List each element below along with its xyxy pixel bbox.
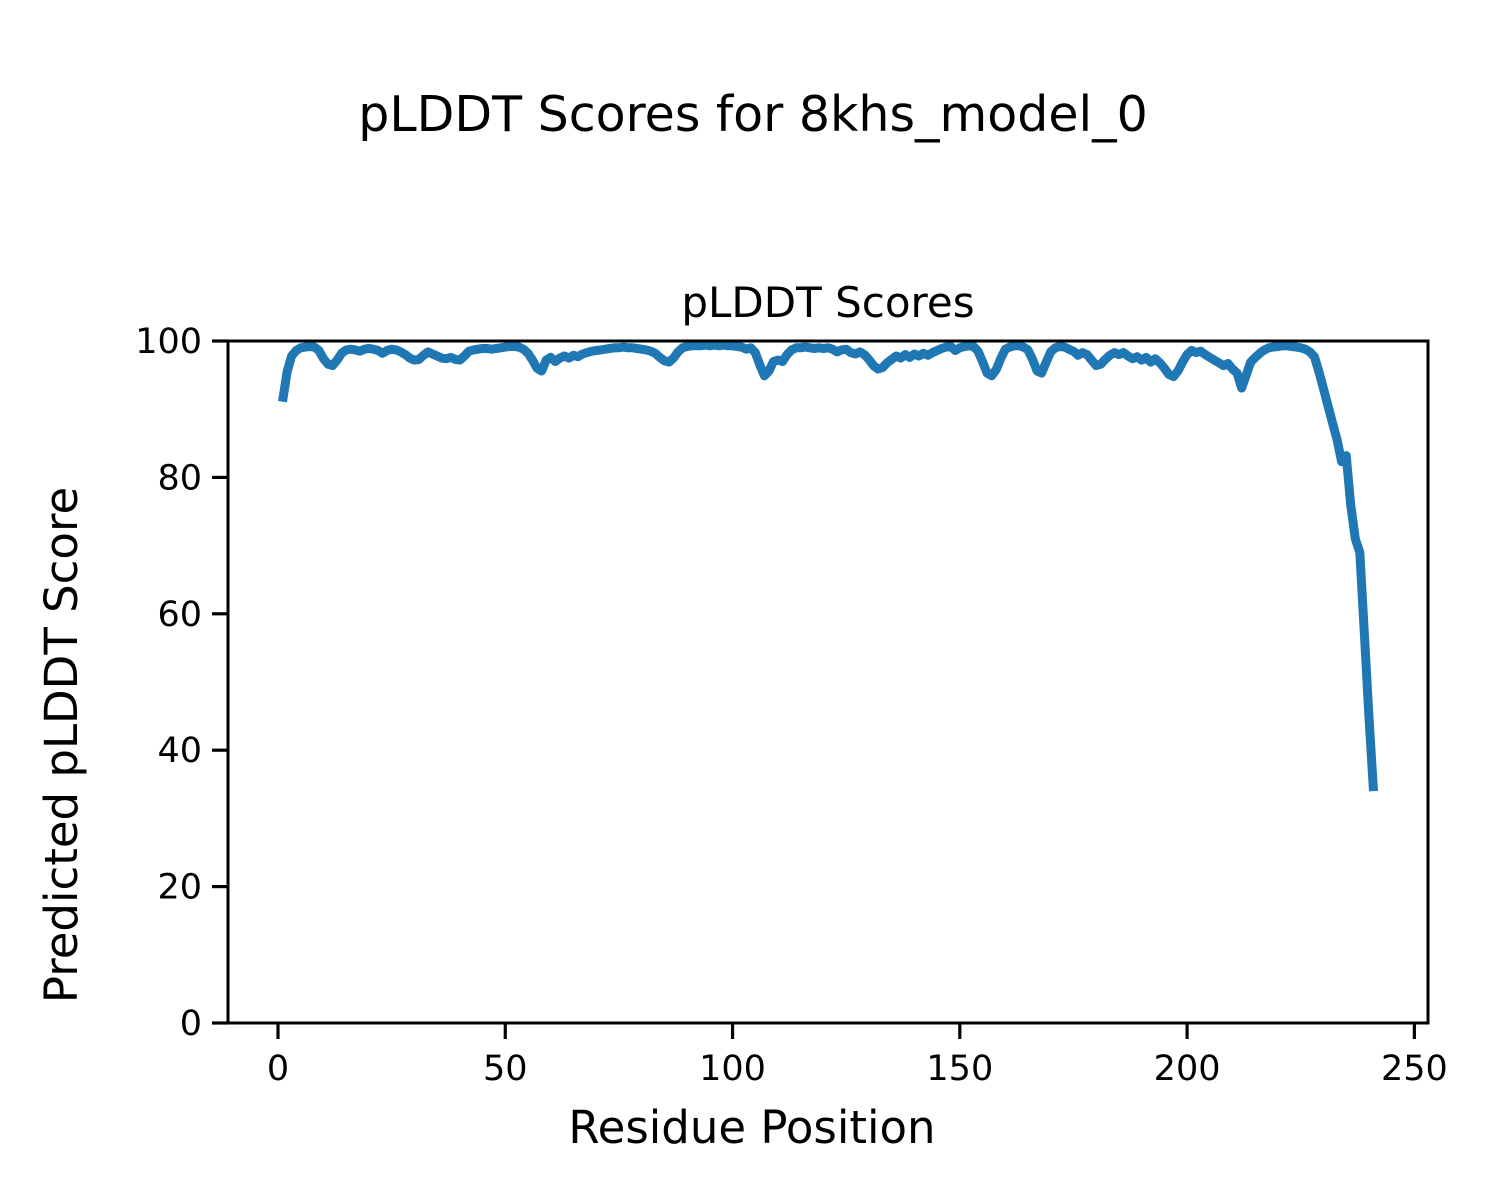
- x-tick-label: 50: [483, 1049, 528, 1089]
- y-tick-label: 0: [180, 1004, 202, 1044]
- y-tick-label: 20: [157, 868, 202, 908]
- plddt-line: [278, 340, 1378, 792]
- x-tick-label: 200: [1154, 1049, 1221, 1089]
- axes-title: pLDDT Scores: [681, 278, 974, 327]
- y-tick-label: 100: [135, 322, 202, 362]
- plot-border: [226, 339, 1430, 1025]
- x-axis-label: Residue Position: [568, 1101, 935, 1154]
- x-tick-label: 250: [1381, 1049, 1448, 1089]
- y-tick-label: 40: [157, 731, 202, 771]
- y-axis-label: Predicted pLDDT Score: [35, 487, 88, 1003]
- y-axis-ticks: 0 20 40 60 80 100: [135, 322, 228, 1044]
- x-tick-label: 150: [926, 1049, 993, 1089]
- x-axis-ticks: 0 50 100 150 200 250: [267, 1023, 1448, 1089]
- figure-suptitle: pLDDT Scores for 8khs_model_0: [358, 86, 1148, 143]
- x-tick-label: 100: [699, 1049, 766, 1089]
- x-tick-label: 0: [267, 1049, 289, 1089]
- y-tick-label: 60: [157, 595, 202, 635]
- y-tick-label: 80: [157, 458, 202, 498]
